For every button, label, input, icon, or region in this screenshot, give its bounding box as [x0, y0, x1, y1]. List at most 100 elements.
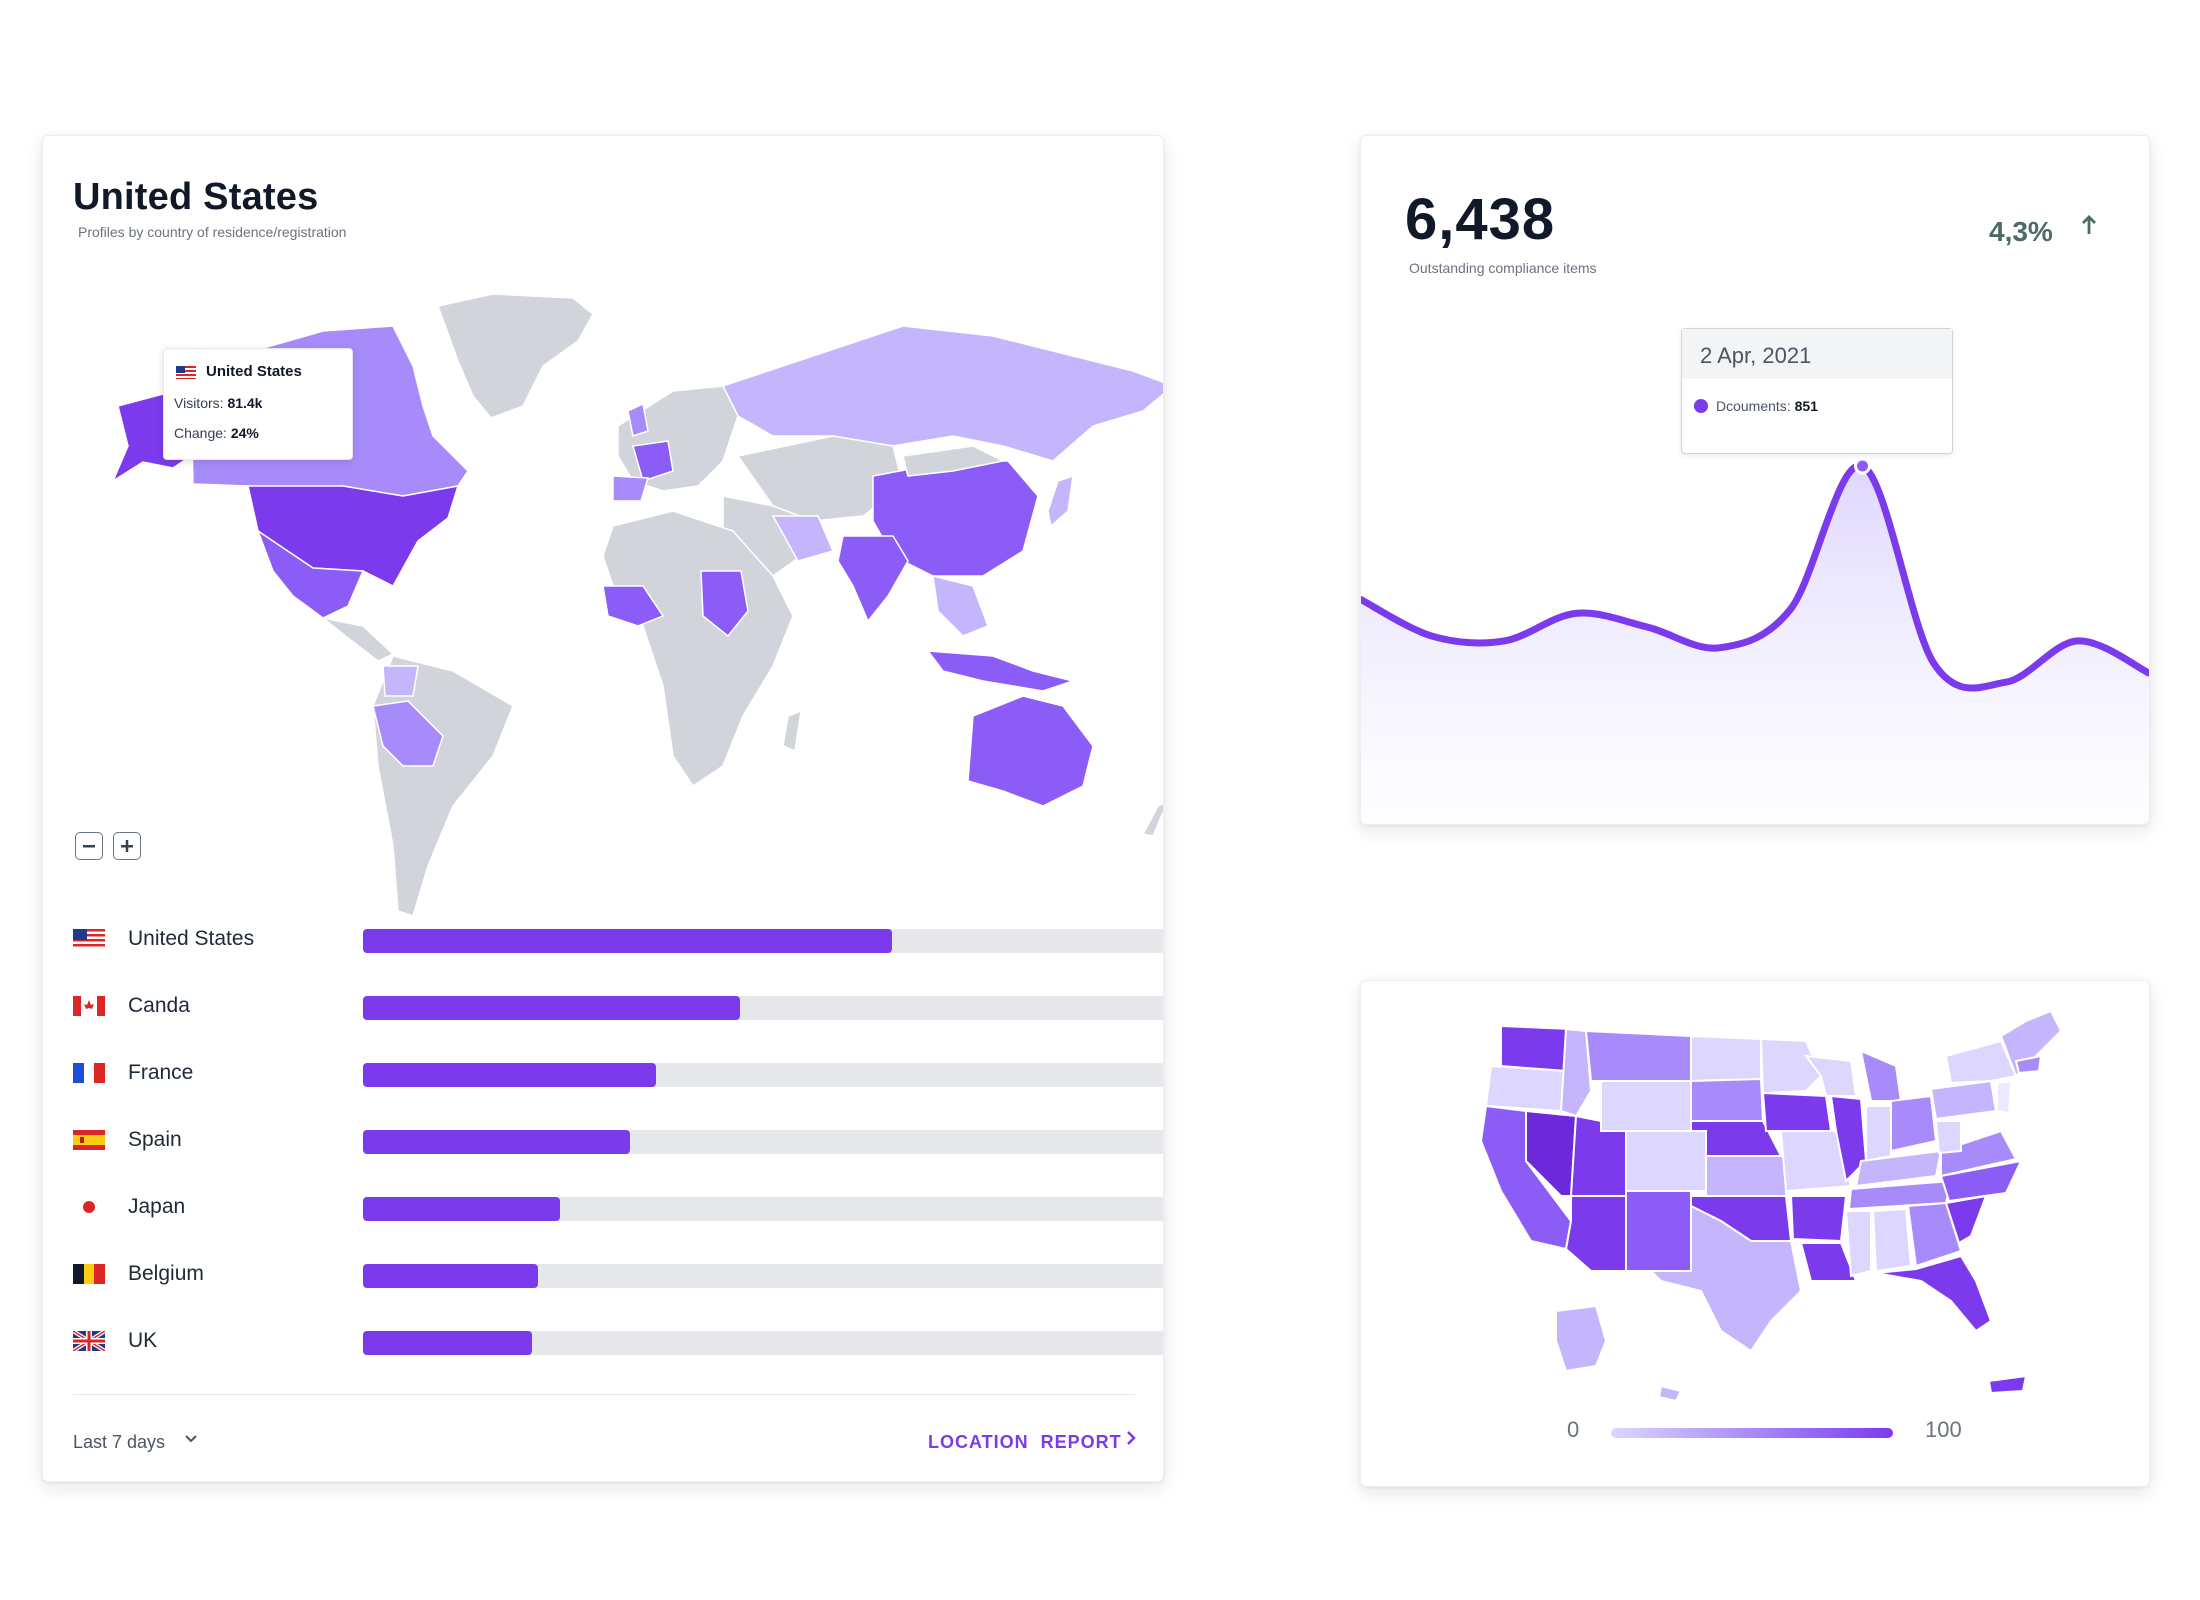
period-selector[interactable]: Last 7 days [73, 1432, 166, 1452]
tooltip-visitors: Visitors: 81.4k [174, 395, 262, 411]
map-state-georgia[interactable] [1906, 1201, 1963, 1268]
map-region-madagascar[interactable] [782, 709, 802, 753]
country-row-japan[interactable]: Japan [73, 1192, 1163, 1222]
map-state-new-jersey[interactable] [1996, 1079, 2013, 1115]
country-bar-track [363, 1197, 1163, 1221]
map-region-iran[interactable] [771, 515, 835, 562]
map-state-colorado[interactable] [1625, 1130, 1707, 1192]
country-row-canada[interactable]: Canda [73, 991, 1163, 1021]
map-state-massachusetts[interactable] [2014, 1054, 2043, 1075]
map-state-louisiana[interactable] [1799, 1242, 1858, 1282]
map-state-washington[interactable] [1500, 1024, 1573, 1073]
map-state-ohio[interactable] [1890, 1094, 1938, 1153]
map-state-west-virginia[interactable] [1934, 1120, 1962, 1155]
map-state-illinois[interactable] [1829, 1094, 1868, 1184]
plus-icon [121, 840, 133, 852]
map-state-missouri[interactable] [1779, 1130, 1853, 1193]
tooltip-series: Dcouments: 851 [1716, 398, 1818, 414]
map-state-new-england[interactable] [1999, 1009, 2063, 1078]
map-state-virginia[interactable] [1940, 1129, 2018, 1178]
country-bar-track [363, 1264, 1163, 1288]
spain-flag-icon [73, 1130, 105, 1150]
location-card: United States Profiles by country of res… [42, 135, 1164, 1482]
tooltip-change-label: Change: [174, 425, 227, 441]
country-row-spain[interactable]: Spain [73, 1125, 1163, 1155]
map-state-idaho[interactable] [1559, 1027, 1593, 1118]
country-row-france[interactable]: France [73, 1058, 1163, 1088]
map-region-se-asia[interactable] [932, 575, 989, 637]
country-row-belgium[interactable]: Belgium [73, 1259, 1163, 1289]
map-region-japan[interactable] [1047, 474, 1074, 528]
map-state-north-carolina[interactable] [1939, 1159, 2023, 1203]
map-state-montana[interactable] [1584, 1029, 1692, 1082]
country-bar-fill [363, 996, 740, 1020]
map-state-oregon[interactable] [1484, 1064, 1568, 1113]
map-state-michigan[interactable] [1859, 1049, 1903, 1102]
map-state-alabama[interactable] [1871, 1207, 1913, 1273]
map-region-australia[interactable] [967, 695, 1094, 807]
map-region-europe[interactable] [617, 385, 739, 492]
us-states-map[interactable] [1361, 981, 2149, 1486]
map-state-kentucky[interactable] [1854, 1149, 1943, 1188]
map-region-indonesia[interactable] [926, 650, 1076, 692]
footer-divider [73, 1394, 1135, 1395]
country-bar-track [363, 1331, 1163, 1355]
chevron-right-icon[interactable] [1123, 1428, 1139, 1454]
map-state-new-york[interactable] [1944, 1039, 2018, 1085]
stat-value: 6,438 [1405, 187, 1556, 252]
arrow-up-icon [2079, 212, 2099, 245]
map-region-greenland[interactable] [437, 293, 594, 419]
map-region-uk[interactable] [627, 402, 649, 437]
map-state-north-dakota[interactable] [1690, 1034, 1762, 1083]
map-region-mexico[interactable] [256, 529, 365, 619]
map-region-india[interactable] [837, 535, 909, 623]
stat-change: 4,3% [1989, 216, 2053, 247]
map-state-arizona[interactable] [1564, 1195, 1627, 1272]
map-state-minnesota[interactable] [1759, 1037, 1823, 1095]
chart-series-line [1361, 462, 2149, 692]
france-flag-icon [73, 1063, 105, 1083]
zoom-out-button[interactable] [75, 832, 103, 860]
map-region-france[interactable] [632, 440, 674, 482]
chart-highlight-point[interactable] [1853, 457, 1871, 475]
country-bar-fill [363, 1264, 538, 1288]
map-state-arkansas[interactable] [1789, 1195, 1848, 1243]
documents-line-chart[interactable] [1361, 136, 2149, 824]
map-region-spain[interactable] [612, 475, 649, 502]
chevron-down-icon[interactable] [183, 1430, 199, 1451]
country-row-united-states[interactable]: United States [73, 924, 1163, 954]
map-state-south-dakota[interactable] [1690, 1077, 1765, 1122]
map-state-pennsylvania[interactable] [1929, 1079, 1998, 1121]
tooltip-series-label: Dcouments: [1716, 398, 1791, 414]
tooltip-visitors-label: Visitors: [174, 395, 224, 411]
map-region-russia[interactable] [721, 325, 1164, 462]
tooltip-change-value: 24% [230, 425, 259, 441]
map-state-hawaii[interactable] [1657, 1384, 1683, 1403]
country-name: Japan [128, 1195, 186, 1218]
map-state-mississippi[interactable] [1844, 1210, 1872, 1278]
map-state-wyoming[interactable] [1600, 1080, 1692, 1132]
map-region-sudan[interactable] [700, 570, 749, 638]
map-state-new-mexico[interactable] [1625, 1190, 1692, 1272]
location-report-link[interactable]: LOCATION REPORT [928, 1432, 1122, 1452]
us-map-card: 0 100 [1360, 980, 2150, 1487]
map-state-kansas[interactable] [1705, 1155, 1787, 1197]
map-state-iowa[interactable] [1761, 1091, 1833, 1132]
map-state-indiana[interactable] [1865, 1105, 1892, 1163]
map-state-alaska[interactable] [1555, 1304, 1608, 1373]
map-region-west-africa[interactable] [602, 585, 665, 627]
map-region-new-zealand[interactable] [1141, 801, 1164, 837]
country-bar-track [363, 996, 1163, 1020]
map-territory-puerto-rico[interactable] [1987, 1374, 2028, 1395]
canada-flag-icon [73, 996, 105, 1016]
map-state-texas[interactable] [1648, 1204, 1803, 1353]
zoom-in-button[interactable] [113, 832, 141, 860]
map-region-central-america[interactable] [322, 617, 395, 662]
map-state-florida[interactable] [1875, 1254, 1993, 1333]
map-region-mongolia[interactable] [902, 445, 1006, 477]
country-bar-fill [363, 929, 893, 953]
map-state-nevada[interactable] [1525, 1109, 1578, 1197]
country-row-uk[interactable]: UK [73, 1326, 1163, 1356]
map-region-colombia[interactable] [382, 665, 419, 697]
map-region-peru-bolivia[interactable] [372, 700, 444, 767]
